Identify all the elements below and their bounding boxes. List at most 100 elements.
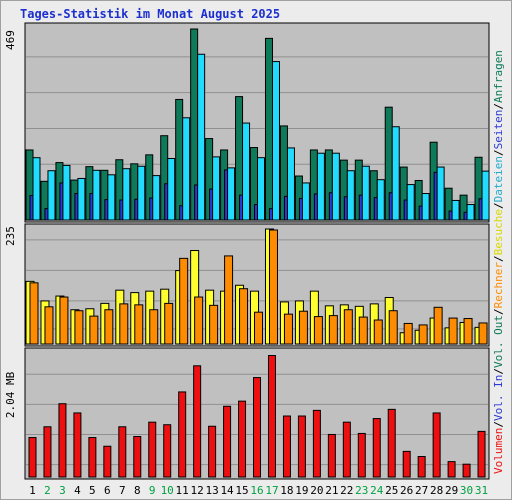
bar-rechner [59,296,69,345]
bar-dateien [152,175,161,221]
bar-dateien [122,168,131,221]
bar-volumen [387,408,396,478]
bar-dateien [286,147,295,221]
bar-volumen [193,365,202,478]
legend-separator: / [492,202,505,209]
x-tick-label: 15 [235,484,248,497]
legend-separator: / [492,255,505,262]
x-tick-label: 28 [430,484,443,497]
bar-rechner [298,310,308,345]
legend-separator: / [492,368,505,375]
bar-anfragen [175,98,184,221]
x-tick-label: 26 [400,484,413,497]
legend-item: Volumen [492,428,505,474]
bar-volumen [267,355,276,478]
bar-dateien [92,169,101,221]
bar-volumen [417,456,426,478]
bar-rechner [119,303,129,345]
bar-volumen [148,421,157,478]
legend-item: Seiten [492,110,505,150]
bar-dateien [346,170,355,221]
bar-volumen [43,426,52,478]
legend-item: Vol. In [492,375,505,421]
legend-item: Rechner [492,262,505,309]
x-tick-label: 24 [370,484,384,497]
x-tick-label: 6 [104,484,111,497]
x-tick-label: 5 [89,484,96,497]
bar-rechner [388,310,398,345]
bar-rechner [224,255,234,345]
bar-dateien [107,174,116,221]
bar-dateien [451,199,460,221]
y-max-label: 2.04 MB [4,371,17,418]
x-tick-label: 10 [161,484,174,497]
bar-dateien [182,117,191,221]
bar-rechner [343,309,353,345]
bar-rechner [239,288,249,345]
bar-dateien [197,53,206,221]
bar-rechner [179,257,189,345]
bar-dateien [376,179,385,221]
x-tick-label: 11 [176,484,189,497]
bar-dateien [316,152,325,221]
bar-volumen [282,415,291,478]
bar-rechner [418,324,428,345]
bar-rechner [74,310,84,345]
x-tick-label: 13 [205,484,218,497]
legend-item: Vol. Out [492,315,505,368]
bar-volumen [58,403,67,478]
bar-volumen [297,415,306,478]
bar-rechner [254,311,264,345]
bar-dateien [361,165,370,221]
bar-volumen [73,412,82,478]
bar-dateien [47,170,56,221]
bar-dateien [257,157,266,221]
bar-volumen [118,426,127,478]
bar-dateien [421,193,430,221]
bar-dateien [481,170,490,221]
x-tick-label: 12 [191,484,204,497]
y-max-label: 469 [4,30,17,50]
x-tick-label: 25 [385,484,398,497]
legend-item: Anfragen [492,50,505,103]
bar-dateien [77,177,86,221]
bar-rechner [358,316,368,345]
bar-volumen [238,400,247,478]
x-tick-label: 4 [74,484,81,497]
x-tick-label: 7 [119,484,126,497]
bar-rechner [373,319,383,345]
bar-dateien [301,182,310,221]
bar-rechner [268,229,278,345]
legend-separator: / [492,103,505,110]
bar-volumen [402,450,411,478]
bar-rechner [448,317,458,345]
bar-dateien [391,126,400,221]
bar-volumen [253,377,262,478]
bar-anfragen [264,37,273,221]
legend-separator: / [492,308,505,315]
bar-rechner [478,322,488,345]
bar-volumen [223,405,232,478]
bar-dateien [466,204,475,221]
x-tick-label: 21 [325,484,338,497]
bar-dateien [62,164,71,221]
bar-dateien [227,167,236,221]
bar-volumen [178,391,187,478]
bar-volumen [357,432,366,478]
x-tick-label: 20 [310,484,323,497]
x-tick-label: 17 [265,484,278,497]
x-tick-label: 31 [475,484,488,497]
legend-item: Besuche [492,209,505,255]
bar-rechner [403,322,413,345]
x-tick-label: 9 [149,484,156,497]
bar-dateien [242,122,251,221]
bar-volumen [372,418,381,478]
bar-rechner [433,306,443,345]
bar-volumen [103,445,112,478]
bar-volumen [327,433,336,478]
legend-separator: / [492,421,505,428]
bar-rechner [89,315,99,345]
bar-rechner [209,304,219,345]
bar-dateien [331,152,340,221]
chart-title: Tages-Statistik im Monat August 2025 [20,7,281,21]
